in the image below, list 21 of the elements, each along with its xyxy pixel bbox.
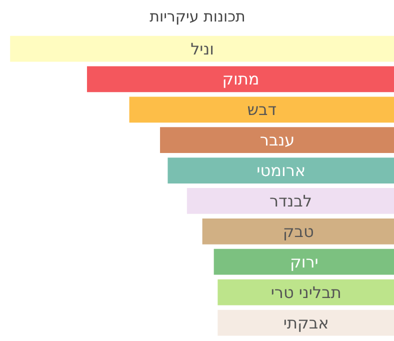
y-tick-label: לבנדר bbox=[269, 191, 312, 210]
y-tick-label: ענבר bbox=[260, 130, 295, 150]
bar bbox=[214, 248, 394, 275]
bar bbox=[168, 158, 394, 184]
bar bbox=[86, 66, 394, 92]
y-tick-label: ירוק bbox=[290, 252, 318, 272]
chart-title: תכונות עיקריות bbox=[150, 8, 246, 26]
y-tick-label: וניל bbox=[190, 39, 214, 58]
bar bbox=[202, 218, 394, 244]
bar bbox=[10, 36, 394, 62]
bar bbox=[186, 188, 394, 214]
y-tick-label: אבקתי bbox=[283, 313, 329, 332]
y-tick-label: תבליני טרי bbox=[270, 282, 342, 302]
bar bbox=[218, 279, 394, 306]
bar bbox=[218, 310, 394, 336]
y-tick-label: ארומטי bbox=[256, 161, 306, 180]
y-tick-label: טבק bbox=[282, 222, 314, 241]
y-tick-label: מתוק bbox=[222, 70, 260, 89]
bar bbox=[129, 96, 394, 123]
bar bbox=[160, 127, 394, 154]
y-tick-label: דבש bbox=[247, 100, 277, 120]
